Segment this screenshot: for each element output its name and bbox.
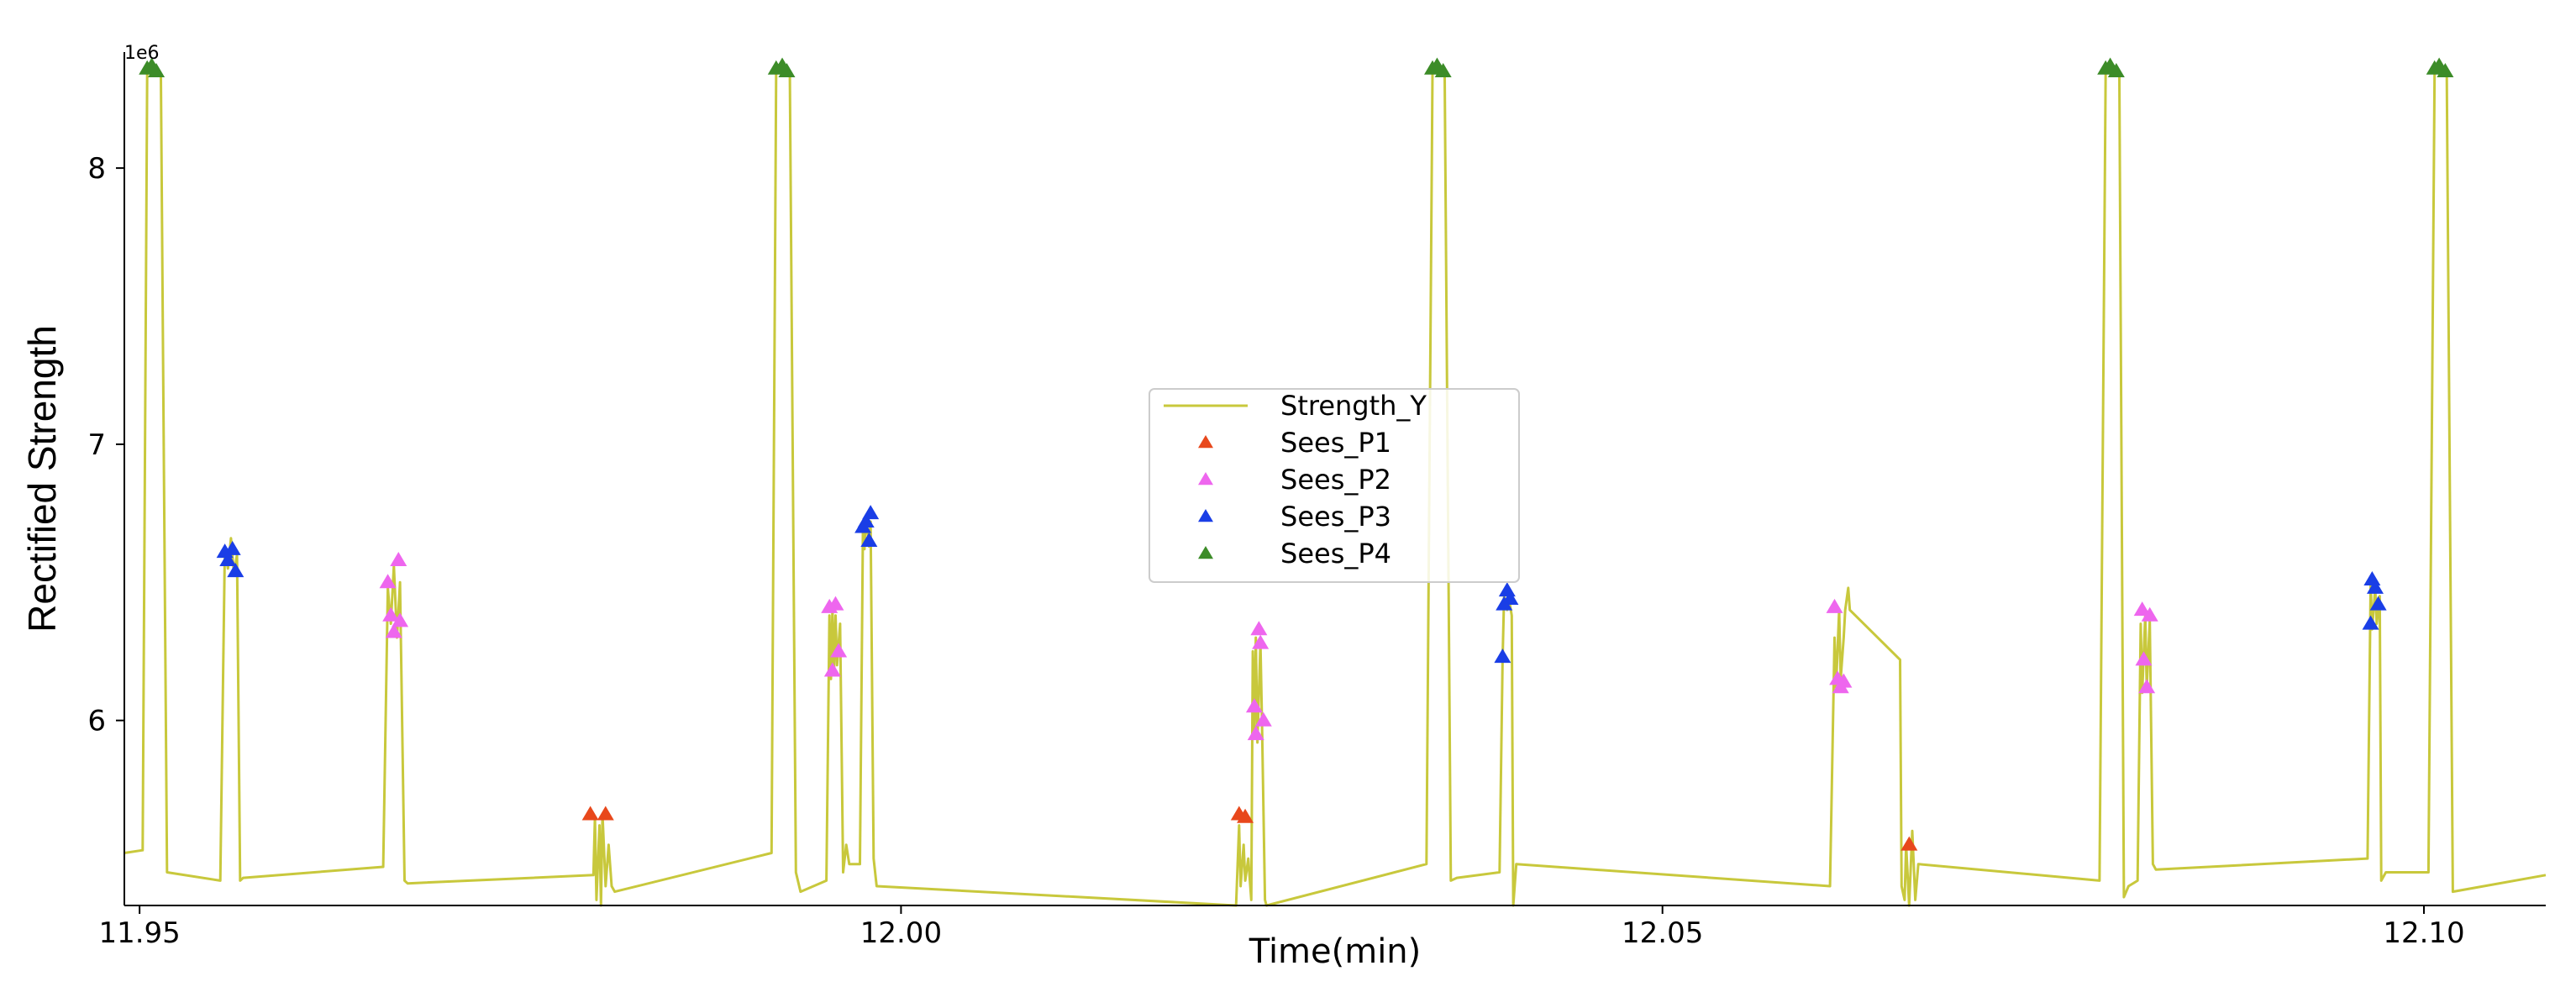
legend-label-sees-p1: Sees_P1 [1280, 427, 1391, 459]
y-offset-label: 1e6 [124, 43, 160, 64]
marker-sees-p2 [1254, 711, 1272, 727]
y-tick-label: 7 [87, 428, 106, 462]
marker-sees-p4 [2107, 63, 2125, 78]
legend-label-sees-p3: Sees_P3 [1280, 501, 1391, 533]
axes [124, 52, 2546, 906]
legend-label-strength-y: Strength_Y [1280, 390, 1427, 422]
y-axis-label: Rectified Strength [20, 325, 64, 632]
marker-sees-p3 [2362, 615, 2379, 630]
legend-swatch-sees-p1 [1198, 435, 1213, 449]
marker-sees-p4 [1434, 63, 1452, 78]
x-tick-label: 12.00 [860, 916, 942, 950]
marker-sees-p2 [1247, 726, 1264, 741]
marker-sees-p2 [1245, 698, 1263, 713]
marker-sees-p3 [860, 532, 878, 547]
marker-sees-p2 [385, 623, 402, 638]
x-ticks: 11.95 12.00 12.05 12.10 [98, 905, 2465, 950]
marker-sees-p2 [2138, 679, 2156, 694]
legend-label-sees-p2: Sees_P2 [1280, 464, 1391, 496]
marker-sees-p2 [827, 596, 844, 611]
marker-sees-p1 [597, 806, 614, 821]
marker-sees-p3 [2366, 579, 2384, 594]
marker-sees-p3 [223, 540, 241, 555]
marker-sees-p3 [2369, 596, 2387, 611]
marker-sees-p3 [1501, 590, 1519, 606]
marker-sees-p2 [2133, 601, 2151, 617]
marker-sees-p2 [830, 643, 848, 658]
legend-swatch-sees-p4 [1198, 546, 1213, 559]
marker-sees-p2 [1826, 598, 1843, 613]
marker-sees-p1 [1237, 808, 1254, 823]
marker-sees-p2 [1252, 634, 1270, 649]
marker-sees-p1 [1900, 836, 1918, 851]
marker-sees-p4 [2437, 63, 2454, 78]
y-tick-label: 6 [87, 705, 106, 738]
marker-sees-p2 [2135, 651, 2153, 666]
x-axis-label: Time(min) [1249, 932, 1422, 971]
y-tick-label: 8 [87, 152, 106, 186]
marker-sees-p3 [862, 505, 880, 520]
y-ticks: 6 7 8 [87, 152, 124, 738]
marker-sees-p2 [1835, 673, 1853, 688]
marker-sees-p2 [382, 606, 400, 622]
marker-sees-p3 [2363, 571, 2381, 586]
x-tick-label: 11.95 [98, 916, 180, 950]
marker-sees-p3 [219, 551, 237, 566]
legend-swatch-sees-p2 [1198, 472, 1213, 486]
legend: Strength_Y Sees_P1 Sees_P2 Sees_P3 Sees_P4 [1149, 388, 1520, 583]
x-tick-label: 12.05 [1622, 916, 1703, 950]
marker-sees-p2 [390, 551, 407, 566]
legend-items: Strength_Y Sees_P1 Sees_P2 Sees_P3 Sees_P4 [1164, 390, 1427, 569]
legend-swatch-sees-p3 [1198, 509, 1213, 522]
legend-frame [1149, 388, 1520, 583]
marker-sees-p2 [1250, 621, 1268, 636]
marker-sees-p2 [379, 574, 397, 589]
marker-sees-p2 [823, 662, 841, 677]
marker-sees-p4 [778, 63, 796, 78]
marker-layer [139, 57, 2454, 851]
x-tick-label: 12.10 [2383, 916, 2464, 950]
marker-sees-p2 [2141, 606, 2158, 622]
marker-sees-p3 [1494, 648, 1511, 664]
marker-sees-p2 [392, 612, 409, 627]
legend-label-sees-p4: Sees_P4 [1280, 538, 1391, 569]
marker-sees-p3 [227, 563, 244, 578]
marker-sees-p3 [1498, 582, 1516, 597]
marker-sees-p3 [857, 512, 875, 527]
marker-sees-p1 [581, 806, 599, 821]
marker-sees-p4 [148, 63, 166, 78]
